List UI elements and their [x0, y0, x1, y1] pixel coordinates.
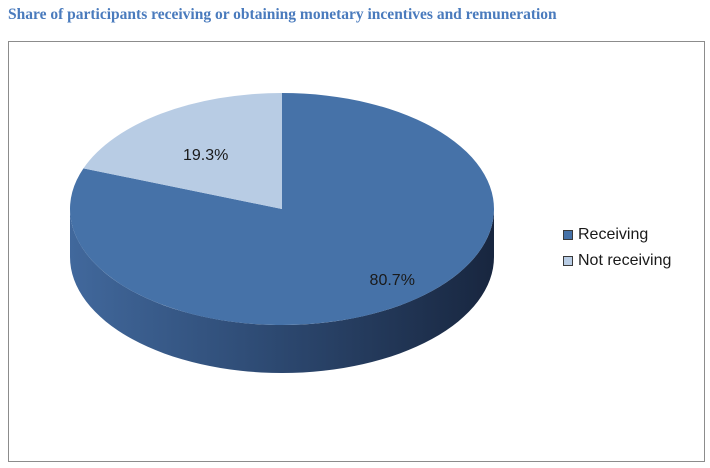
legend-label-receiving: Receiving [578, 226, 649, 243]
legend-swatch-receiving [563, 230, 573, 240]
legend-item-receiving: Receiving [563, 225, 671, 245]
pie-side-receiving [70, 209, 494, 373]
pie-data-labels: 80.7% 19.3% [183, 147, 415, 289]
chart-title: Share of participants receiving or obtai… [8, 6, 557, 23]
pie-side-wall [70, 209, 494, 373]
legend: Receiving Not receiving [563, 225, 671, 277]
pie-top-face [69, 93, 494, 325]
legend-item-not-receiving: Not receiving [563, 251, 671, 271]
data-label-receiving: 80.7% [370, 272, 415, 289]
pie-slice-not-receiving [83, 93, 283, 209]
legend-swatch-not-receiving [563, 256, 573, 266]
legend-label-not-receiving: Not receiving [578, 252, 672, 269]
pie-slice-receiving [69, 93, 494, 325]
data-label-not-receiving: 19.3% [183, 147, 228, 164]
